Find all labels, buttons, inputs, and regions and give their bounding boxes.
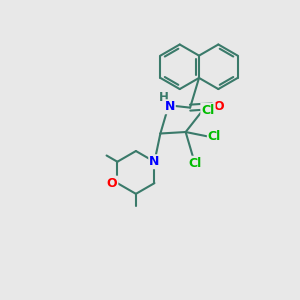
Text: N: N xyxy=(164,100,175,113)
Text: H: H xyxy=(158,91,168,104)
Text: O: O xyxy=(214,100,224,113)
Text: O: O xyxy=(107,177,117,190)
Text: N: N xyxy=(149,155,160,168)
Text: Cl: Cl xyxy=(208,130,221,143)
Text: Cl: Cl xyxy=(201,103,214,116)
Text: Cl: Cl xyxy=(189,157,202,170)
